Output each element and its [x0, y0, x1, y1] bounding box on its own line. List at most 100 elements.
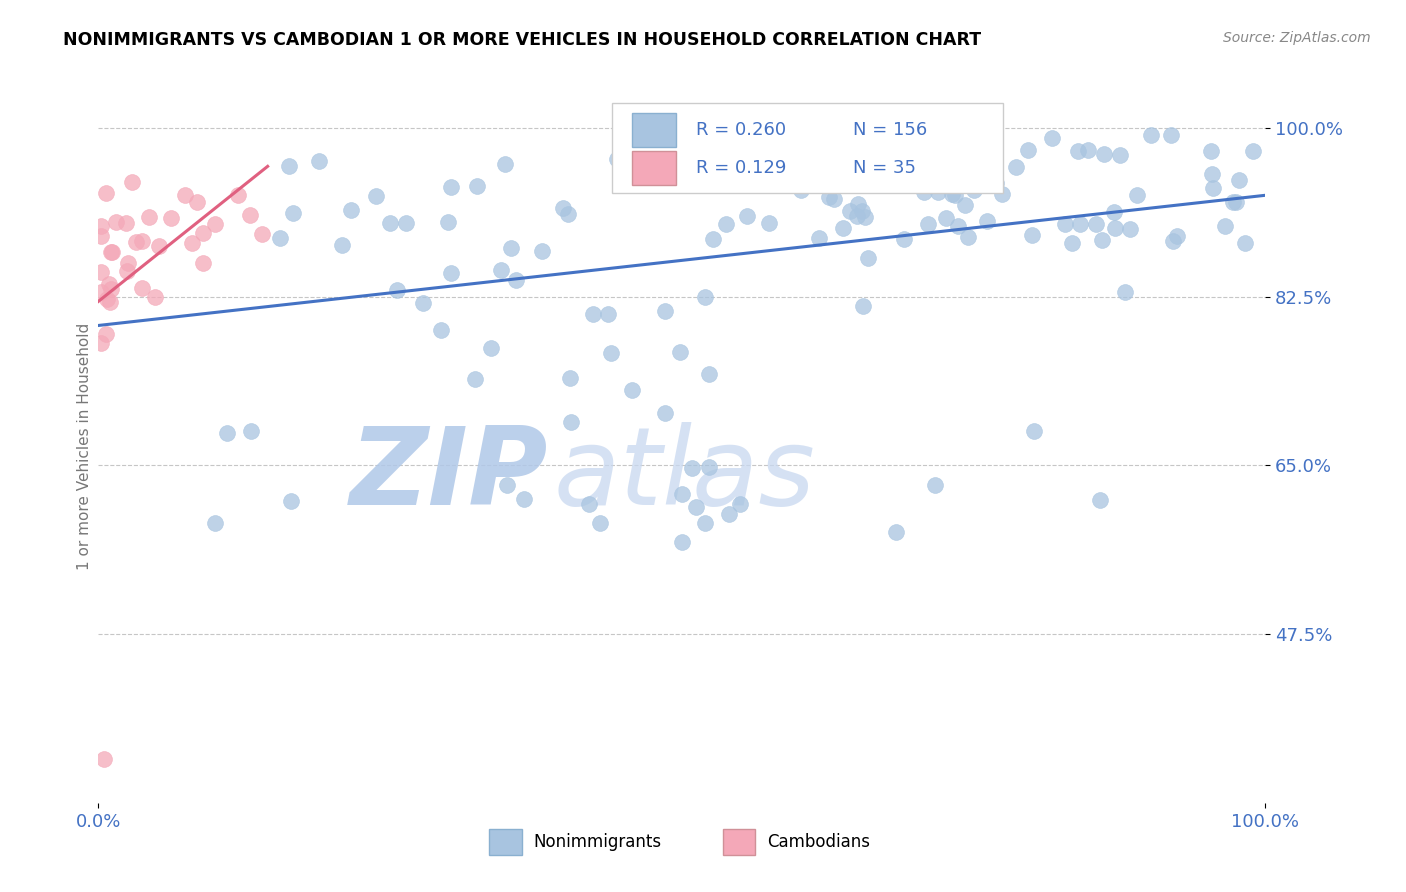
Point [1166, 229, 1188, 244]
Point [920, 135, 942, 149]
Point [827, 134, 849, 148]
Point [582, 307, 605, 321]
Point [957, 230, 980, 244]
Point [1161, 234, 1184, 248]
Point [963, 183, 986, 197]
Point [776, 123, 799, 137]
Point [228, 188, 250, 202]
Point [250, 227, 273, 241]
Point [1104, 221, 1126, 235]
Point [671, 535, 693, 549]
Point [697, 368, 720, 382]
Point [976, 141, 998, 155]
Point [560, 415, 582, 429]
Point [1201, 167, 1223, 181]
Text: R = 0.129: R = 0.129 [696, 159, 786, 177]
Text: ZIP: ZIP [349, 422, 548, 527]
Point [823, 192, 845, 206]
Point [889, 174, 911, 188]
Point [578, 497, 600, 511]
Point [853, 210, 876, 224]
Point [1229, 173, 1251, 187]
Point [939, 137, 962, 152]
Point [366, 189, 388, 203]
Point [160, 211, 183, 225]
Point [681, 461, 703, 475]
Point [884, 140, 907, 154]
Point [101, 244, 124, 259]
Y-axis label: 1 or more Vehicles in Household: 1 or more Vehicles in Household [77, 322, 91, 570]
Point [620, 383, 643, 397]
Text: N = 156: N = 156 [853, 121, 928, 139]
Point [125, 235, 148, 249]
Point [117, 256, 139, 270]
Point [94, 327, 117, 342]
Point [1104, 204, 1126, 219]
Point [1077, 143, 1099, 157]
Point [530, 244, 553, 258]
Point [1005, 160, 1028, 174]
Point [481, 341, 503, 355]
Point [395, 216, 418, 230]
Point [239, 208, 262, 222]
Point [114, 216, 136, 230]
Point [747, 176, 769, 190]
Point [557, 207, 579, 221]
Point [1054, 217, 1077, 231]
Point [121, 175, 143, 189]
Point [924, 478, 946, 492]
Point [1062, 235, 1084, 250]
Point [489, 263, 512, 277]
Point [90, 336, 112, 351]
Point [1088, 492, 1111, 507]
Point [991, 186, 1014, 201]
Point [90, 229, 112, 244]
Point [846, 197, 869, 211]
Point [668, 345, 690, 359]
Point [440, 267, 463, 281]
Point [193, 227, 215, 241]
Point [1084, 217, 1107, 231]
Point [702, 232, 724, 246]
Point [98, 295, 121, 310]
Point [1017, 143, 1039, 157]
Point [832, 221, 855, 235]
Point [872, 128, 894, 142]
Point [839, 204, 862, 219]
Point [131, 281, 153, 295]
Point [927, 185, 949, 199]
Point [818, 190, 841, 204]
Point [806, 143, 828, 157]
FancyBboxPatch shape [631, 112, 676, 147]
Point [138, 210, 160, 224]
Point [240, 424, 263, 438]
Point [1241, 145, 1264, 159]
Point [935, 153, 957, 168]
Point [856, 251, 879, 265]
Point [876, 169, 898, 184]
Point [412, 296, 434, 310]
Point [672, 153, 695, 168]
Point [808, 231, 831, 245]
Point [148, 239, 170, 253]
Point [977, 160, 1000, 174]
Point [1021, 228, 1043, 243]
Point [180, 236, 202, 251]
Point [1040, 131, 1063, 145]
Point [949, 166, 972, 180]
Point [887, 145, 910, 160]
Point [551, 202, 574, 216]
Point [464, 372, 486, 386]
Point [911, 175, 934, 189]
Point [1140, 128, 1163, 142]
Point [1213, 219, 1236, 234]
Point [558, 371, 581, 385]
Point [117, 263, 139, 277]
Point [606, 152, 628, 166]
Point [946, 219, 969, 234]
Point [695, 289, 717, 303]
Text: Cambodians: Cambodians [768, 833, 870, 851]
Point [851, 203, 873, 218]
Point [269, 231, 291, 245]
Point [685, 161, 707, 175]
